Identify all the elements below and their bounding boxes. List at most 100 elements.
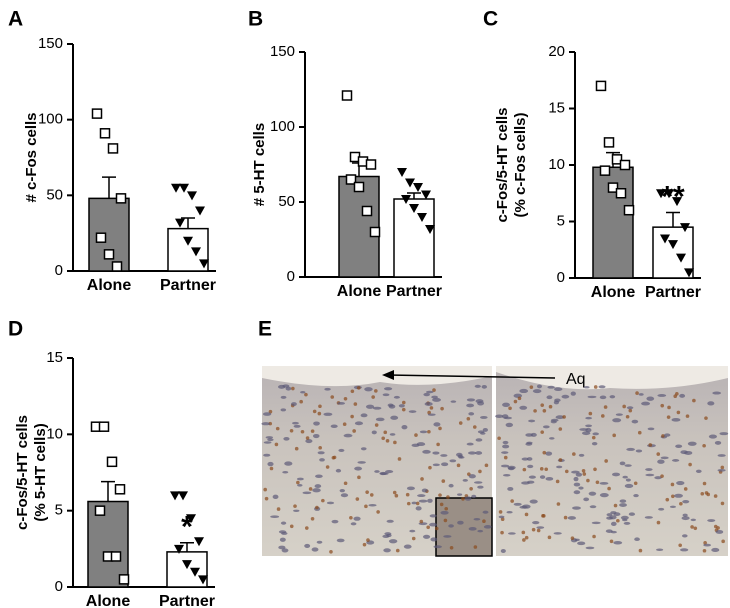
cell bbox=[384, 532, 392, 536]
cell bbox=[312, 488, 321, 493]
cell bbox=[570, 536, 575, 540]
cell bbox=[622, 404, 626, 409]
cell bbox=[392, 490, 397, 495]
cell bbox=[513, 399, 518, 404]
cell bbox=[449, 545, 454, 550]
cell bbox=[330, 424, 338, 429]
cell bbox=[715, 529, 724, 534]
cell bbox=[419, 430, 428, 434]
cell bbox=[623, 521, 631, 525]
cell bbox=[540, 403, 545, 407]
data-point bbox=[353, 181, 365, 193]
cell bbox=[368, 504, 377, 507]
cell bbox=[280, 521, 287, 525]
cell bbox=[521, 530, 526, 535]
cell bbox=[427, 410, 431, 415]
cell bbox=[388, 404, 396, 409]
cell bbox=[682, 499, 690, 504]
cell bbox=[278, 545, 286, 550]
data-point bbox=[94, 505, 106, 516]
cell bbox=[540, 430, 545, 434]
data-point bbox=[656, 189, 666, 199]
cell bbox=[628, 408, 633, 413]
cell bbox=[428, 465, 432, 470]
cell bbox=[510, 499, 514, 503]
cell bbox=[429, 406, 434, 410]
cell bbox=[598, 385, 606, 389]
cell bbox=[502, 402, 510, 407]
cell bbox=[310, 516, 315, 521]
cell bbox=[549, 437, 555, 440]
cell bbox=[624, 464, 632, 467]
cell bbox=[313, 421, 320, 426]
cell bbox=[321, 498, 325, 503]
cell bbox=[558, 458, 563, 462]
y-axis-label: (% c-Fos cells) bbox=[512, 112, 529, 217]
cell bbox=[338, 448, 345, 452]
cell bbox=[570, 391, 576, 396]
cell bbox=[704, 416, 708, 420]
cell bbox=[300, 429, 305, 434]
cell bbox=[711, 547, 720, 553]
data-point bbox=[680, 223, 690, 233]
cell bbox=[372, 406, 382, 410]
cell bbox=[588, 411, 593, 416]
cell bbox=[657, 394, 667, 397]
data-point bbox=[413, 183, 423, 192]
cell bbox=[519, 405, 528, 410]
cell bbox=[432, 388, 436, 392]
cell bbox=[304, 392, 308, 397]
cell bbox=[480, 432, 486, 435]
cell bbox=[703, 543, 712, 547]
x-tick-label: Alone bbox=[337, 283, 382, 300]
significance: * bbox=[181, 511, 193, 544]
cell bbox=[692, 398, 696, 403]
cell bbox=[448, 483, 454, 488]
cell bbox=[342, 422, 347, 427]
cell bbox=[422, 534, 431, 539]
data-point bbox=[183, 236, 193, 246]
data-point bbox=[111, 261, 123, 272]
cell bbox=[263, 453, 271, 457]
cell bbox=[666, 415, 671, 419]
cell bbox=[603, 405, 608, 409]
cell bbox=[564, 469, 569, 474]
cell bbox=[374, 470, 380, 473]
cell bbox=[591, 521, 601, 525]
cell bbox=[393, 395, 400, 399]
data-point bbox=[607, 182, 619, 193]
cell bbox=[462, 478, 468, 482]
cell bbox=[436, 442, 440, 447]
annotation: Aq bbox=[566, 371, 586, 388]
cell bbox=[329, 549, 333, 554]
cell bbox=[296, 480, 300, 485]
y-tick-label: 150 bbox=[270, 43, 295, 60]
cell bbox=[670, 482, 675, 487]
cell bbox=[702, 481, 707, 486]
cell bbox=[394, 493, 399, 498]
cell bbox=[424, 402, 433, 406]
cell bbox=[285, 386, 292, 391]
cell bbox=[587, 395, 597, 399]
cell bbox=[635, 449, 643, 453]
cell bbox=[316, 540, 323, 544]
cell bbox=[561, 394, 570, 399]
cell bbox=[546, 395, 553, 400]
cell bbox=[302, 491, 312, 495]
cell bbox=[393, 440, 397, 445]
data-point bbox=[99, 128, 111, 139]
cell bbox=[671, 459, 680, 462]
cell bbox=[645, 473, 655, 477]
data-point bbox=[171, 183, 181, 193]
cell bbox=[609, 515, 617, 520]
cell bbox=[315, 474, 323, 478]
data-point bbox=[365, 159, 377, 170]
cell bbox=[425, 390, 434, 394]
cell bbox=[525, 433, 534, 437]
cell bbox=[693, 526, 698, 531]
cell bbox=[484, 463, 489, 468]
data-point bbox=[417, 213, 427, 222]
cell bbox=[683, 487, 688, 491]
data-point bbox=[425, 225, 435, 234]
cell bbox=[667, 405, 671, 410]
